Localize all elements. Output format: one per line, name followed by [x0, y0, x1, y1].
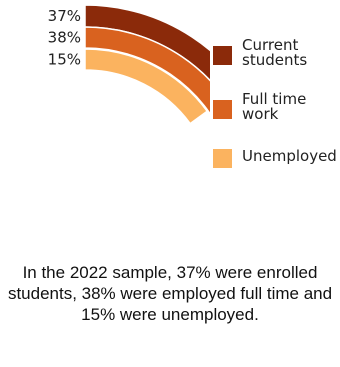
legend-label-current-students-line1: Current — [242, 36, 299, 54]
legend-swatch-unemployed — [213, 149, 232, 168]
radial-bar-chart: 37% 38% 15% — [48, 4, 210, 220]
label-current-students: 37% — [48, 7, 81, 25]
label-full-time-work: 38% — [48, 29, 81, 47]
legend-label-current-students-line2: students — [242, 51, 308, 69]
legend-swatch-current-students — [213, 46, 232, 65]
legend-item-unemployed: Unemployed — [213, 141, 337, 168]
legend-swatch-full-time-work — [213, 100, 232, 119]
chart-caption: In the 2022 sample, 37% were enrolled st… — [7, 263, 333, 324]
legend-label-unemployed: Unemployed — [242, 147, 337, 165]
label-unemployed: 15% — [48, 51, 81, 69]
legend-label-full-time-work-line2: work — [242, 105, 279, 123]
arc-unemployed — [84, 48, 209, 125]
arc-full-time-work — [84, 26, 210, 220]
legend-label-full-time-work-line1: Full time — [242, 90, 307, 108]
legend-item-current-students: Current students — [213, 38, 337, 68]
legend-item-full-time-work: Full time work — [213, 92, 337, 122]
